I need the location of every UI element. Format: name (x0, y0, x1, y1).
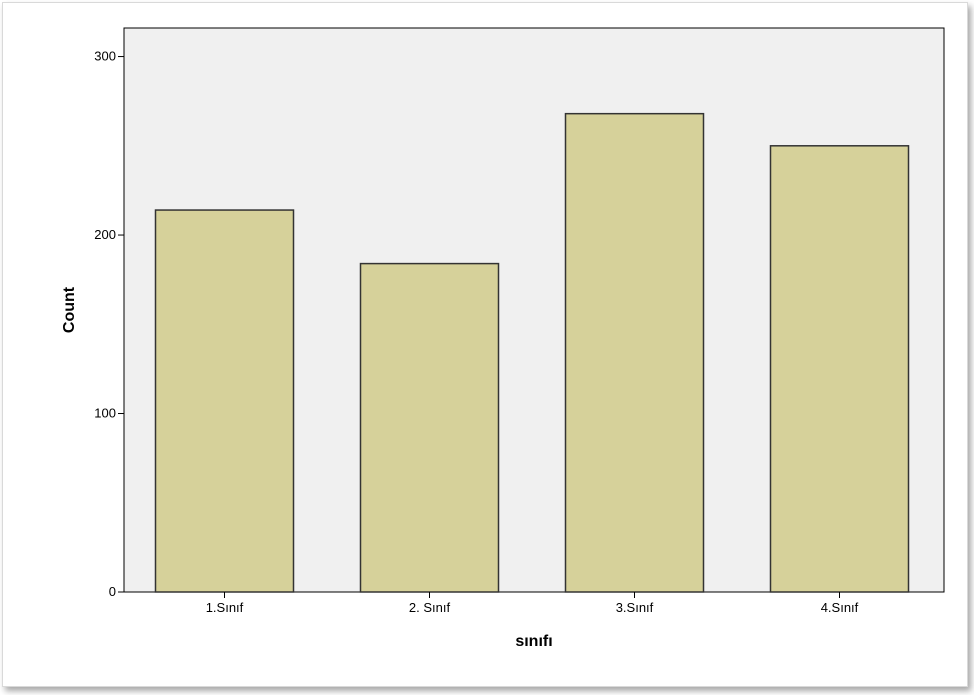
bar-4 (769, 145, 910, 593)
bars-group (154, 112, 910, 593)
bar-2 (359, 262, 500, 593)
x-tick-label: 1.Sınıf (206, 600, 244, 615)
x-tick-label: 4.Sınıf (821, 600, 859, 615)
y-axis-title: Count (61, 286, 78, 333)
y-tick-label: 300 (94, 49, 116, 64)
x-tick-label: 3.Sınıf (616, 600, 654, 615)
x-axis-title: sınıfı (515, 633, 552, 650)
x-tick-label: 2. Sınıf (409, 600, 451, 615)
bar-1 (154, 209, 295, 593)
y-tick-label: 100 (94, 406, 116, 421)
x-axis: 1.Sınıf 2. Sınıf 3.Sınıf 4.Sınıf (206, 592, 859, 615)
y-axis: 0 100 200 300 (94, 28, 125, 599)
bar-3 (564, 112, 705, 593)
y-tick-label: 0 (109, 584, 116, 599)
y-tick-label: 200 (94, 227, 116, 242)
